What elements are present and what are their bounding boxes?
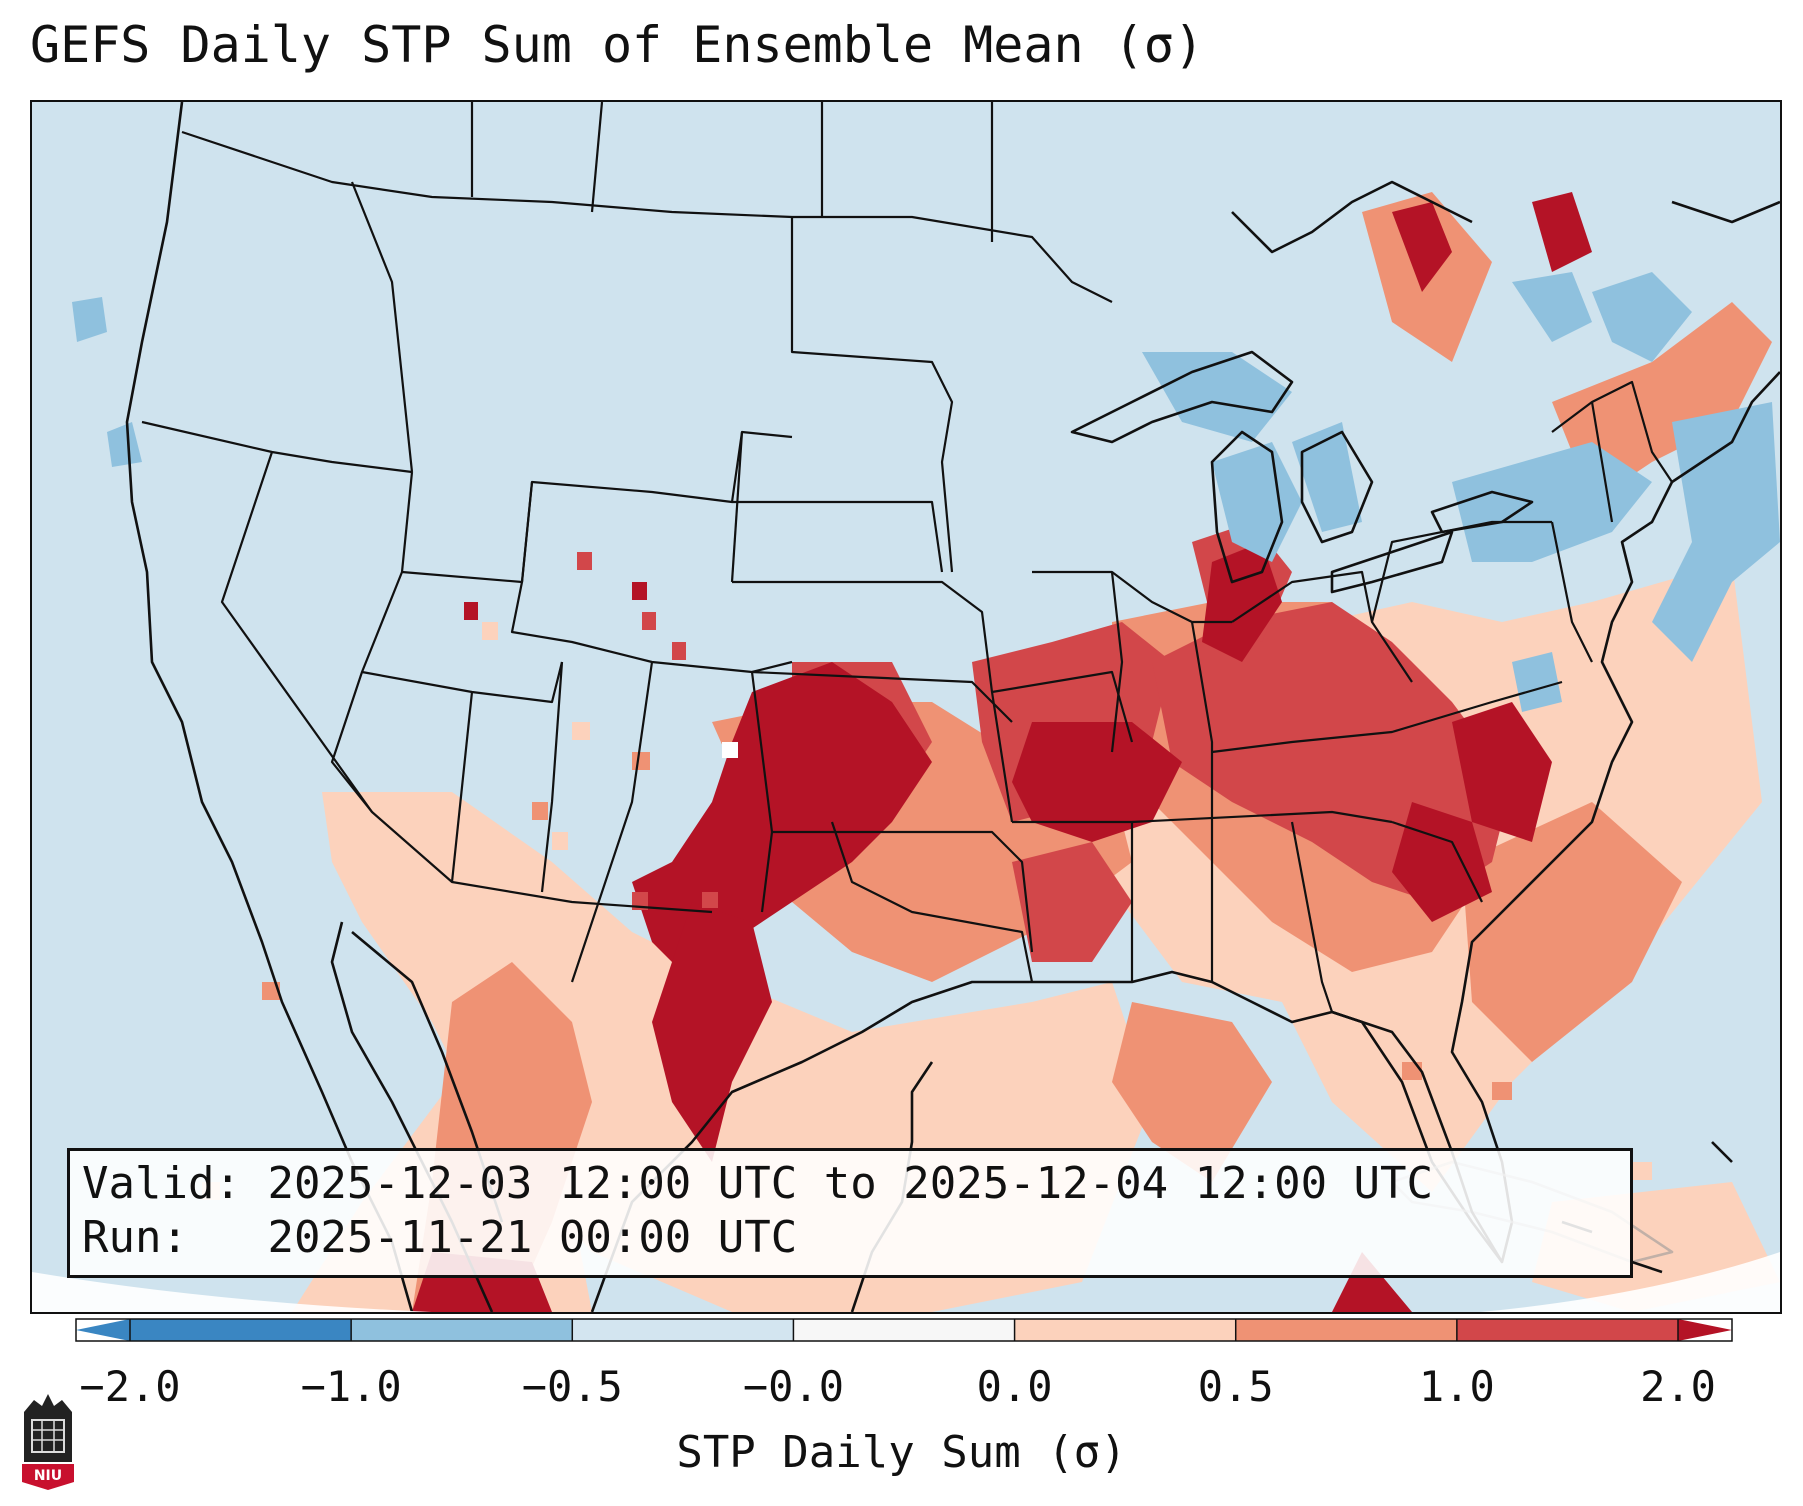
colorbar-segment <box>1014 1319 1236 1341</box>
valid-label: Valid: <box>82 1158 241 1209</box>
projection-edge <box>32 1272 432 1312</box>
validity-info-box: Valid: 2025-12-03 12:00 UTC to 2025-12-0… <box>67 1148 1633 1278</box>
projection-edge <box>1480 1252 1780 1312</box>
valid-row: Valid: 2025-12-03 12:00 UTC to 2025-12-0… <box>82 1157 1618 1211</box>
negative-anomaly <box>72 272 1780 712</box>
colorbar-tick-label: −0.5 <box>521 1362 623 1411</box>
logo-text: NIU <box>34 1468 62 1484</box>
colorbar-segment <box>572 1319 794 1341</box>
colorbar-segment <box>1235 1319 1457 1341</box>
colorbar-segment <box>351 1319 573 1341</box>
run-value: 2025-11-21 00:00 UTC <box>267 1212 798 1263</box>
colorbar-label: STP Daily Sum (σ) <box>676 1427 1127 1478</box>
colorbar-tick-label: 0.0 <box>976 1362 1053 1411</box>
colorbar-extend-max <box>1678 1319 1732 1341</box>
colorbar-tick-label: 2.0 <box>1640 1362 1716 1411</box>
valid-value: 2025-12-03 12:00 UTC to 2025-12-04 12:00… <box>267 1158 1434 1209</box>
state-borders <box>141 102 1673 1013</box>
colorbar-tick-label: −1.0 <box>300 1362 402 1411</box>
colorbar-tick-label: 1.0 <box>1418 1362 1495 1411</box>
colorbar-tick-label: −2.0 <box>79 1362 181 1411</box>
colorbar-segment <box>1456 1319 1678 1341</box>
colorbar-tick-label: 0.5 <box>1197 1362 1274 1411</box>
map-title: GEFS Daily STP Sum of Ensemble Mean (σ) <box>30 16 1204 74</box>
colorbar-segment <box>130 1319 352 1341</box>
run-label: Run: <box>82 1212 188 1263</box>
stp-map <box>32 102 1780 1312</box>
colorbar-tick-label: −0.0 <box>742 1362 844 1411</box>
colorbar-segment <box>793 1319 1015 1341</box>
run-row: Run: 2025-11-21 00:00 UTC <box>82 1211 1618 1265</box>
colorbar <box>75 1318 1733 1342</box>
map-panel <box>30 100 1782 1314</box>
colorbar-extend-min <box>76 1319 130 1341</box>
colorbar-segments <box>76 1319 1732 1341</box>
niu-logo: NIU <box>22 1394 74 1490</box>
